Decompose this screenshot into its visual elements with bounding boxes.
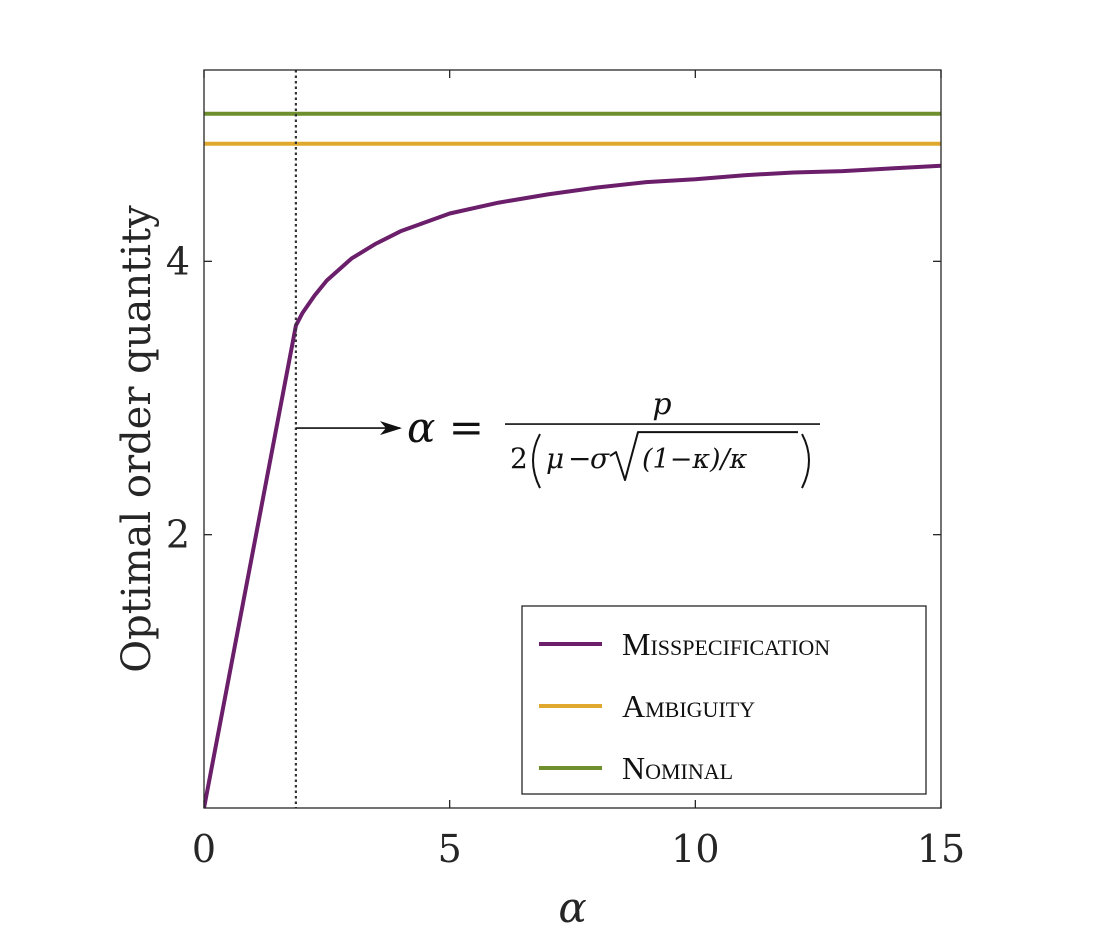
formula-sigma: σ bbox=[590, 442, 610, 475]
legend-label-ambiguity: Ambiguity bbox=[622, 688, 755, 724]
x-tick-label: 0 bbox=[192, 827, 216, 871]
legend-box bbox=[521, 605, 927, 795]
y-tick-label: 2 bbox=[166, 513, 190, 557]
formula-left-paren bbox=[532, 433, 541, 489]
series-layer bbox=[204, 111, 941, 808]
y-axis-title: Optimal order quantity bbox=[114, 205, 160, 673]
x-axis-title: α bbox=[558, 883, 586, 932]
formula-mu: μ bbox=[546, 442, 564, 475]
series-line-misspecification bbox=[204, 163, 941, 808]
formula-sqrt-content: (1−κ)/κ bbox=[642, 444, 748, 475]
legend: Misspecification Ambiguity Nominal bbox=[521, 605, 927, 795]
formula-numerator: p bbox=[652, 387, 671, 422]
formula-denominator-prefix: 2 bbox=[510, 442, 528, 475]
formula-minus: − bbox=[568, 442, 591, 475]
x-tick-label: 15 bbox=[917, 827, 965, 871]
axes-frame bbox=[203, 69, 942, 809]
legend-label-nominal: Nominal bbox=[622, 750, 733, 786]
formula-sqrt-sign bbox=[609, 431, 798, 482]
y-tick-label: 4 bbox=[166, 239, 190, 283]
annotation-formula: α = p 2 μ −σ (1−κ)/κ bbox=[407, 387, 820, 489]
legend-label-misspecification: Misspecification bbox=[622, 626, 830, 662]
x-tick-label: 10 bbox=[671, 827, 719, 871]
formula-right-paren bbox=[801, 433, 810, 489]
x-tick-label: 5 bbox=[438, 827, 462, 871]
formula-lhs: α = bbox=[407, 403, 484, 452]
